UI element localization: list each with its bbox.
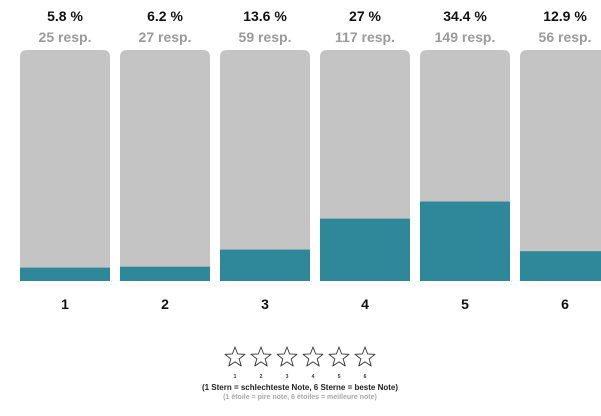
- bar-fill: [20, 267, 110, 281]
- star-row: [150, 345, 450, 369]
- rating-bar-group-5: 34.4 % 149 resp. 5: [420, 8, 510, 312]
- percent-label: 5.8 %: [47, 8, 83, 24]
- responses-label: 149 resp.: [435, 29, 496, 45]
- percent-label: 13.6 %: [243, 8, 287, 24]
- rating-bar-group-6: 12.9 % 56 resp. 6: [520, 8, 601, 312]
- scale-note-german: (1 Stern = schlechteste Note, 6 Sterne =…: [201, 383, 399, 392]
- bar-track: [20, 50, 110, 281]
- star-icon: [353, 345, 377, 369]
- percent-label: 27 %: [349, 8, 381, 24]
- category-label: 5: [461, 296, 469, 312]
- rating-bar-group-2: 6.2 % 27 resp. 2: [120, 8, 210, 312]
- category-label: 6: [561, 296, 569, 312]
- category-label: 1: [61, 296, 69, 312]
- category-label: 4: [361, 296, 369, 312]
- bar-fill: [320, 218, 410, 281]
- category-label: 3: [261, 296, 269, 312]
- star-number: 5: [337, 374, 341, 380]
- bar-track: [120, 50, 210, 281]
- bar-track: [520, 50, 601, 281]
- rating-bar-group-3: 13.6 % 59 resp. 3: [220, 8, 310, 312]
- percent-label: 12.9 %: [543, 8, 587, 24]
- star-icon: [301, 345, 325, 369]
- responses-label: 25 resp.: [39, 29, 92, 45]
- responses-label: 56 resp.: [539, 29, 592, 45]
- percent-label: 34.4 %: [443, 8, 487, 24]
- rating-bar-group-1: 5.8 % 25 resp. 1: [20, 8, 110, 312]
- star-icon: [327, 345, 351, 369]
- rating-distribution-chart: 5.8 % 25 resp. 1 6.2 % 27 resp. 2 13.6 % 59 res…: [20, 8, 601, 312]
- rating-bar-group-4: 27 % 117 resp. 4: [320, 8, 410, 312]
- star-number: 6: [363, 374, 367, 380]
- star-icon: [223, 345, 247, 369]
- category-label: 2: [161, 296, 169, 312]
- scale-note-french: (1 étoile = pire note, 6 étoiles = meill…: [223, 394, 377, 401]
- star-number-row: 1 2 3 4 5 6: [150, 374, 450, 380]
- rating-scale-legend: 1 2 3 4 5 6 (1 Stern = schlechteste Note, 6 S…: [150, 345, 450, 402]
- bar-fill: [420, 201, 510, 281]
- bar-track: [220, 50, 310, 281]
- responses-label: 59 resp.: [239, 29, 292, 45]
- star-number: 1: [233, 374, 237, 380]
- star-number: 4: [311, 374, 315, 380]
- star-number: 3: [285, 374, 289, 380]
- bar-fill: [520, 251, 601, 281]
- bar-fill: [220, 249, 310, 281]
- percent-label: 6.2 %: [147, 8, 183, 24]
- bar-fill: [120, 266, 210, 281]
- responses-label: 27 resp.: [139, 29, 192, 45]
- responses-label: 117 resp.: [335, 29, 395, 45]
- star-icon: [275, 345, 299, 369]
- star-number: 2: [259, 374, 263, 380]
- star-icon: [249, 345, 273, 369]
